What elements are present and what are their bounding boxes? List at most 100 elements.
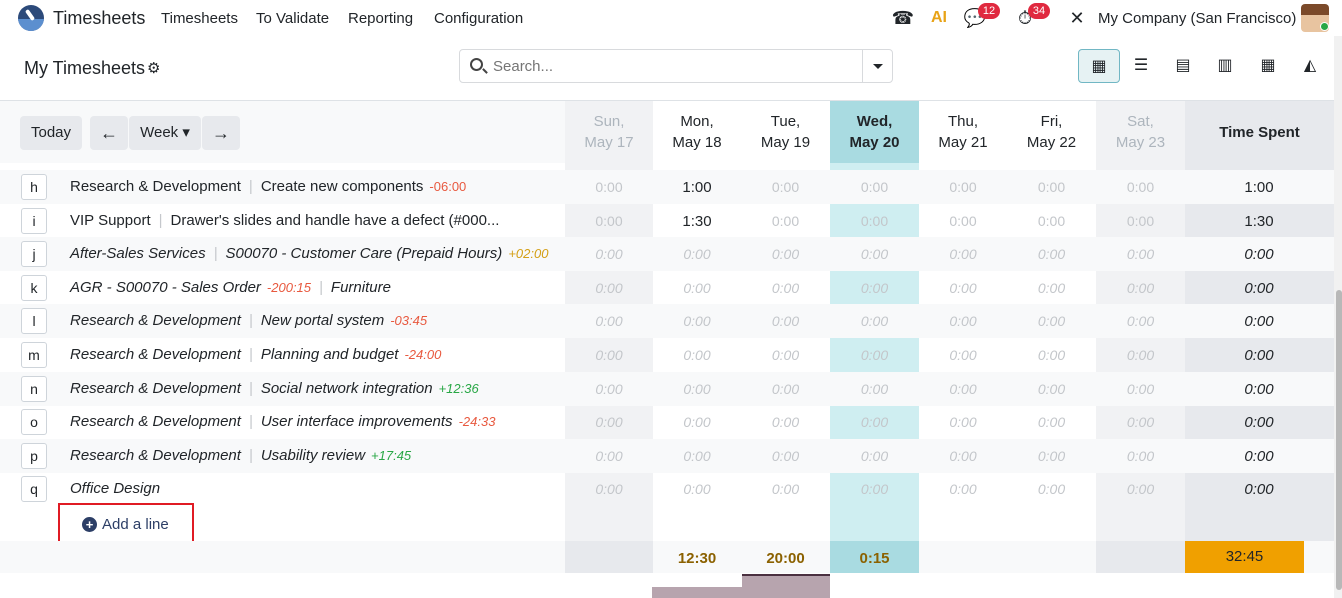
time-cell[interactable]: 0:00 — [860, 313, 889, 330]
time-cell[interactable]: 0:00 — [860, 447, 889, 464]
time-cell[interactable]: 0:00 — [1126, 347, 1155, 363]
row-label[interactable]: AGR - S00070 - Sales Order -200:15 | Furnit… — [70, 279, 391, 296]
scrollbar-thumb[interactable] — [1336, 290, 1342, 590]
time-cell[interactable]: 0:00 — [949, 481, 977, 498]
time-cell[interactable]: 0:00 — [860, 347, 889, 363]
time-cell[interactable]: 0:00 — [595, 481, 623, 498]
calendar-view-icon[interactable]: ▤ — [1175, 57, 1191, 74]
time-cell[interactable]: 0:00 — [949, 414, 977, 431]
menu-configuration[interactable]: Configuration — [434, 10, 524, 27]
time-cell[interactable]: 0:00 — [683, 279, 711, 296]
time-cell[interactable]: 0:00 — [860, 179, 889, 195]
row-label[interactable]: Research & Development | User interface im… — [70, 413, 495, 430]
phone-icon[interactable]: ☎ — [891, 8, 915, 28]
time-cell[interactable]: 0:00 — [595, 347, 623, 363]
time-cell[interactable]: 0:00 — [949, 313, 977, 330]
range-dropdown[interactable]: Week ▾ — [129, 116, 201, 150]
time-cell[interactable]: 0:00 — [683, 246, 711, 263]
time-cell[interactable]: 0:00 — [771, 447, 800, 464]
time-cell[interactable]: 0:00 — [949, 447, 977, 464]
time-cell[interactable]: 0:00 — [1037, 212, 1066, 229]
time-cell[interactable]: 0:00 — [949, 347, 977, 363]
time-cell[interactable]: 0:00 — [949, 212, 977, 229]
menu-timesheets[interactable]: Timesheets — [161, 10, 238, 27]
time-cell[interactable]: 0:00 — [683, 414, 711, 431]
time-cell[interactable]: 0:00 — [1126, 481, 1155, 498]
menu-reporting[interactable]: Reporting — [348, 10, 414, 27]
gear-icon[interactable]: ⚙ — [147, 60, 161, 77]
time-cell[interactable]: 0:00 — [949, 380, 977, 397]
time-cell[interactable]: 0:00 — [771, 414, 800, 431]
today-button[interactable]: Today — [20, 116, 82, 150]
row-label[interactable]: Office Design — [70, 480, 160, 497]
time-cell[interactable]: 0:00 — [595, 414, 623, 431]
time-cell[interactable]: 0:00 — [771, 481, 800, 498]
time-cell[interactable]: 0:00 — [1037, 414, 1066, 431]
time-cell[interactable]: 0:00 — [683, 447, 711, 464]
time-cell[interactable]: 0:00 — [771, 380, 800, 397]
time-cell[interactable]: 0:00 — [595, 212, 623, 229]
time-cell[interactable]: 0:00 — [1037, 179, 1066, 195]
time-cell[interactable]: 0:00 — [949, 279, 977, 296]
time-cell[interactable]: 0:00 — [683, 481, 711, 498]
previous-arrow-icon[interactable]: ← — [90, 116, 128, 150]
time-cell[interactable]: 0:00 — [1126, 179, 1155, 195]
tools-icon[interactable]: ✕ — [1069, 8, 1085, 28]
time-cell[interactable]: 0:00 — [595, 279, 623, 296]
time-cell[interactable]: 0:00 — [1037, 279, 1066, 296]
time-cell[interactable]: 0:00 — [595, 447, 623, 464]
time-cell[interactable]: 0:00 — [1126, 212, 1155, 229]
row-label[interactable]: Research & Development | Social network in… — [70, 380, 479, 397]
time-cell[interactable]: 0:00 — [771, 212, 800, 229]
time-cell[interactable]: 0:00 — [771, 313, 800, 330]
row-label[interactable]: Research & Development | New portal system… — [70, 312, 427, 329]
app-name[interactable]: Timesheets — [53, 8, 146, 28]
menu-to-validate[interactable]: To Validate — [256, 10, 330, 27]
time-cell[interactable]: 0:00 — [1037, 380, 1066, 397]
time-cell[interactable]: 0:00 — [1037, 481, 1066, 498]
time-cell[interactable]: 0:00 — [595, 313, 623, 330]
time-cell[interactable]: 0:00 — [860, 246, 889, 263]
grid-view-icon[interactable]: ▦ — [1078, 49, 1120, 83]
time-cell[interactable]: 0:00 — [595, 380, 623, 397]
list-view-icon[interactable]: ☰ — [1133, 57, 1149, 74]
pivot-view-icon[interactable]: ▦ — [1260, 57, 1276, 74]
next-arrow-icon[interactable]: → — [202, 116, 240, 150]
row-label[interactable]: After-Sales Services | S00070 - Customer C… — [70, 245, 548, 262]
graph-view-icon[interactable]: ◭ — [1303, 57, 1317, 74]
row-label[interactable]: VIP Support | Drawer's slides and handle h… — [70, 212, 499, 229]
time-cell[interactable]: 1:00 — [682, 179, 712, 196]
time-cell[interactable]: 0:00 — [949, 246, 977, 263]
time-cell[interactable]: 0:00 — [860, 279, 889, 296]
time-cell[interactable]: 0:00 — [949, 179, 977, 195]
time-cell[interactable]: 0:00 — [595, 179, 623, 195]
time-cell[interactable]: 0:00 — [595, 246, 623, 263]
time-cell[interactable]: 1:30 — [682, 212, 712, 230]
time-cell[interactable]: 0:00 — [860, 414, 889, 431]
row-label[interactable]: Research & Development | Create new compon… — [70, 178, 466, 195]
time-cell[interactable]: 0:00 — [1126, 414, 1155, 431]
add-a-line-button[interactable]: + Add a line — [58, 503, 194, 543]
time-cell[interactable]: 0:00 — [683, 347, 711, 363]
time-cell[interactable]: 0:00 — [1126, 279, 1155, 296]
time-cell[interactable]: 0:00 — [1037, 246, 1066, 263]
time-cell[interactable]: 0:00 — [1037, 313, 1066, 330]
time-cell[interactable]: 0:00 — [1126, 447, 1155, 464]
time-cell[interactable]: 0:00 — [1126, 380, 1155, 397]
row-label[interactable]: Research & Development | Planning and budg… — [70, 346, 441, 363]
time-cell[interactable]: 0:00 — [860, 212, 889, 229]
time-cell[interactable]: 0:00 — [860, 380, 889, 397]
time-cell[interactable]: 0:00 — [1037, 347, 1066, 363]
search-input[interactable] — [493, 56, 853, 76]
time-cell[interactable]: 0:00 — [771, 179, 800, 195]
time-cell[interactable]: 0:00 — [683, 380, 711, 397]
time-cell[interactable]: 0:00 — [771, 246, 800, 263]
time-cell[interactable]: 0:00 — [1126, 313, 1155, 330]
app-logo-icon[interactable] — [18, 5, 44, 31]
time-cell[interactable]: 0:00 — [1126, 246, 1155, 263]
time-cell[interactable]: 0:00 — [771, 347, 800, 363]
ai-icon[interactable]: AI — [931, 9, 947, 26]
time-cell[interactable]: 0:00 — [1037, 447, 1066, 464]
time-cell[interactable]: 0:00 — [683, 313, 711, 330]
kanban-view-icon[interactable]: ▥ — [1217, 57, 1233, 74]
